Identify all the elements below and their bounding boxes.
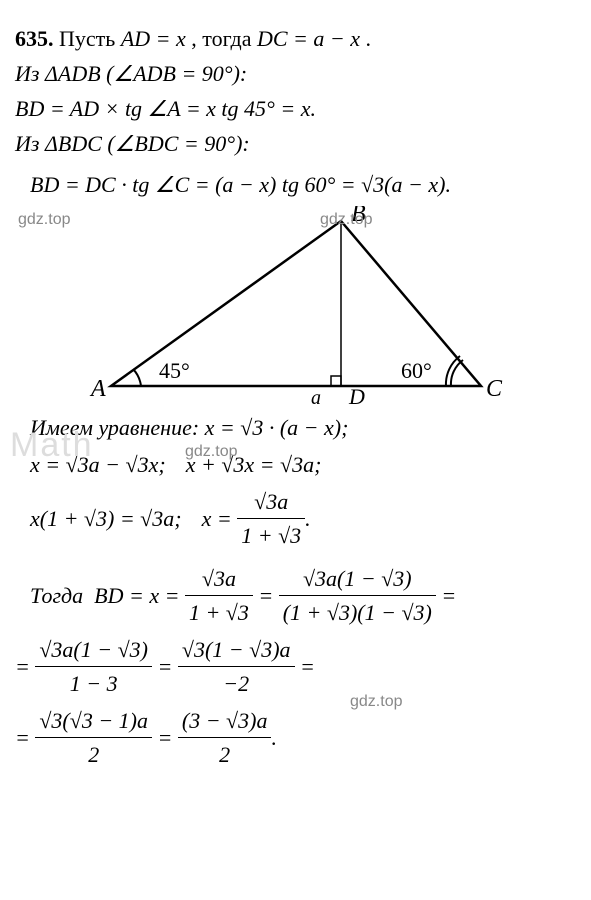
then-text: Тогда [30, 579, 83, 612]
line-2: Из ΔADB (∠ADB = 90°): [15, 57, 576, 90]
text-1b: AD = x [121, 26, 186, 51]
line-4: Из ΔBDC (∠BDC = 90°): [15, 127, 576, 160]
text-1e: . [366, 26, 372, 51]
eq-1: Имеем уравнение: x = √3 · (a − x); [15, 411, 576, 444]
eq-3b-lhs: x = [202, 502, 232, 535]
line-3: BD = AD × tg ∠A = x tg 45° = x. [15, 92, 576, 125]
watermark-3: gdz.top [185, 440, 237, 464]
text-1c: , тогда [191, 26, 257, 51]
frac-2: √3a 1 + √3 [185, 562, 253, 629]
eq-3a: x(1 + √3) = √3a; [30, 502, 182, 535]
text-1a: Пусть [59, 26, 121, 51]
frac-4: √3a(1 − √3) 1 − 3 [35, 633, 152, 700]
svg-text:a: a [311, 387, 321, 406]
line-5: BD = DC · tg ∠C = (a − x) tg 60° = √3(a … [15, 168, 576, 201]
watermark-1: gdz.top [18, 208, 70, 232]
watermark-2: gdz.top [320, 208, 372, 232]
svg-text:60°: 60° [401, 358, 432, 383]
frac-1: √3a 1 + √3 [237, 485, 305, 552]
svg-text:45°: 45° [159, 358, 190, 383]
svg-text:C: C [486, 376, 503, 402]
frac-7: (3 − √3)a 2 [178, 704, 272, 771]
svg-text:A: A [89, 376, 106, 402]
svg-text:D: D [348, 384, 365, 406]
bd-eq: BD = x = [94, 579, 179, 612]
frac-3: √3a(1 − √3) (1 + √3)(1 − √3) [279, 562, 436, 629]
frac-5: √3(1 − √3)a −2 [178, 633, 295, 700]
frac-6: √3(√3 − 1)a 2 [35, 704, 152, 771]
triangle-diagram: A B C D a 45° 60° [81, 206, 511, 406]
watermark-big: Math [10, 420, 94, 471]
problem-number: 635. [15, 26, 54, 51]
text-1d: DC = a − x [257, 26, 360, 51]
watermark-4: gdz.top [350, 690, 402, 714]
